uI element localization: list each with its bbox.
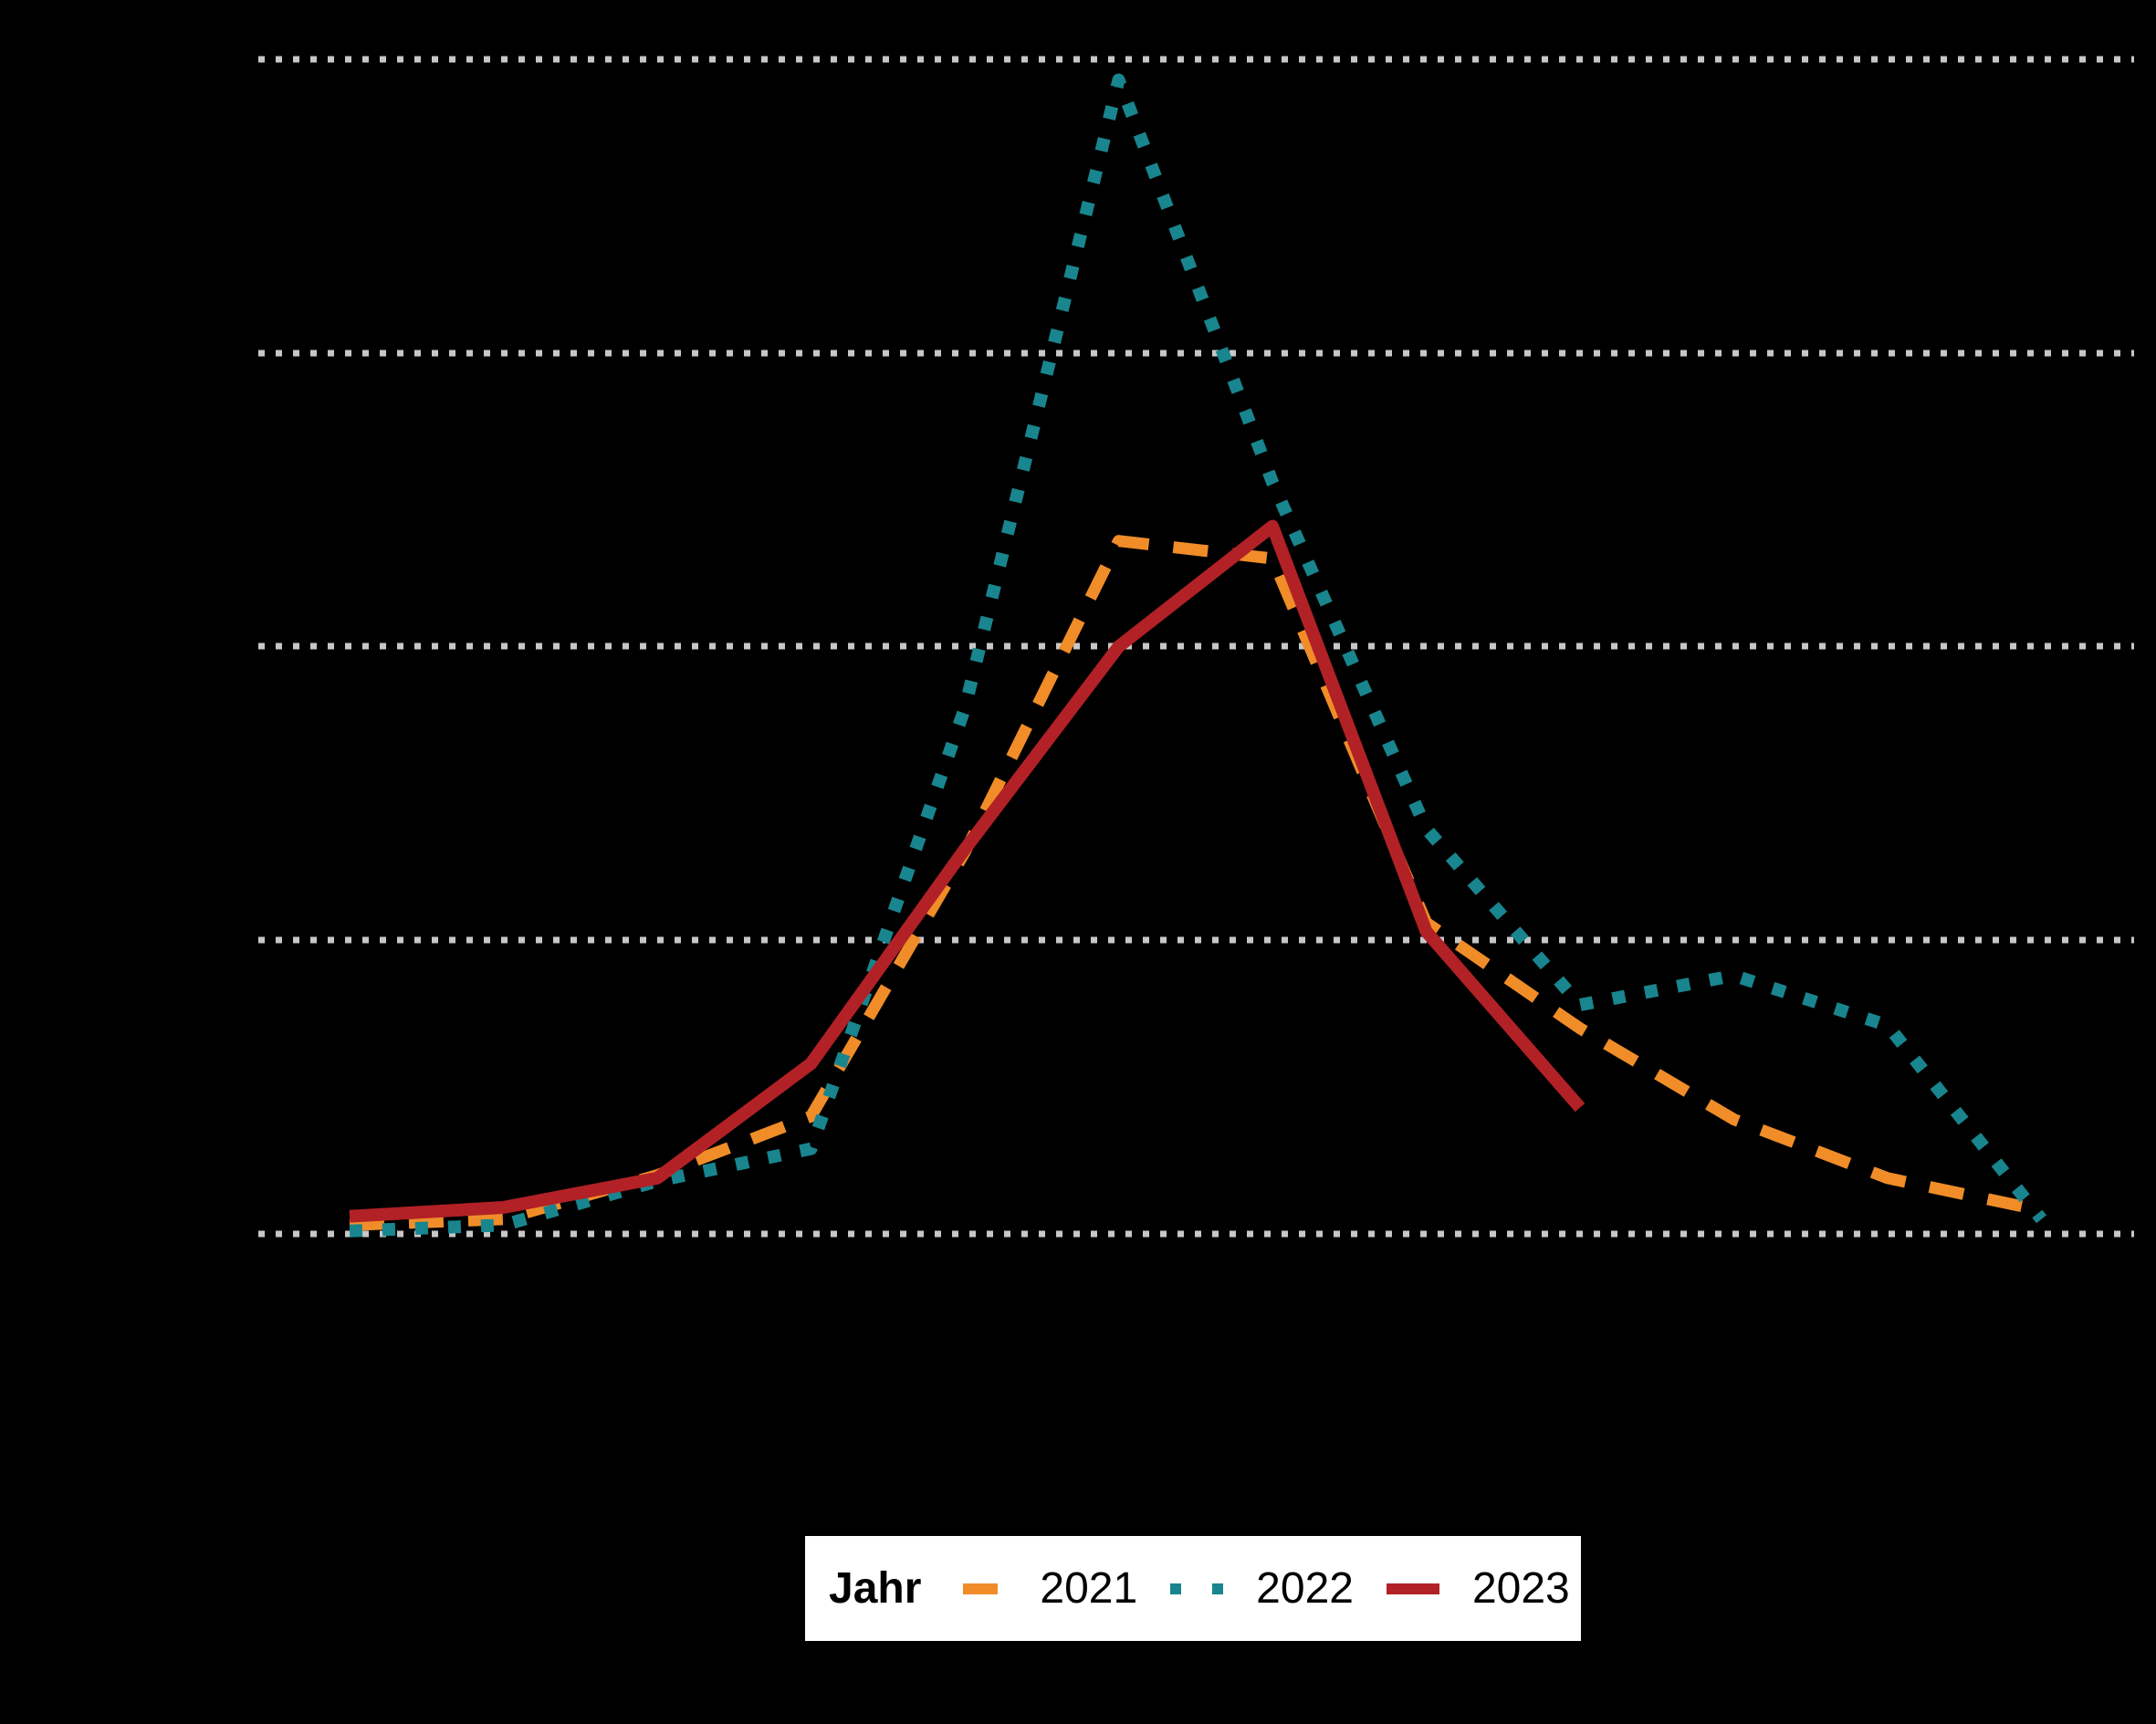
legend-label-2021: 2021 (1040, 1564, 1138, 1613)
series-2021-line (349, 535, 2043, 1231)
dotted-line-icon (1170, 1583, 1224, 1594)
legend-label-2022: 2022 (1256, 1564, 1354, 1613)
solid-line-icon (1386, 1583, 1439, 1594)
legend-title: Jahr (829, 1564, 922, 1613)
legend-label-2023: 2023 (1471, 1564, 1570, 1613)
legend-key-2021 (954, 1582, 1007, 1596)
dashed-line-icon (963, 1583, 999, 1594)
legend-key-2022 (1170, 1582, 1224, 1596)
series-2023-line (349, 519, 1586, 1223)
series-2022-line (349, 73, 2046, 1238)
chart-legend: Jahr 2021 2022 2023 (805, 1536, 1581, 1641)
legend-key-2023 (1386, 1582, 1439, 1596)
